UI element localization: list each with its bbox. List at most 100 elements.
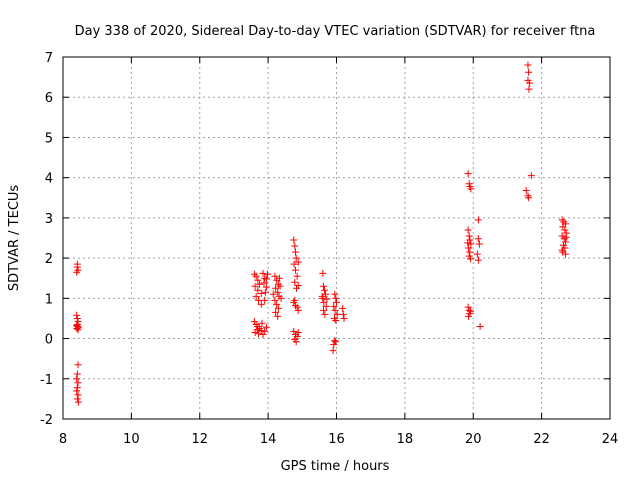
data-point [262,275,270,283]
data-point [527,172,535,180]
x-tick-label: 24 [602,432,619,447]
data-point [262,323,270,331]
y-tick-label: 2 [45,252,53,267]
data-point [291,266,299,274]
data-point [260,279,268,287]
data-point [252,292,260,300]
data-point [319,269,327,277]
data-point [73,311,81,319]
data-point [474,216,482,224]
data-point [465,306,473,314]
y-tick-label: 5 [45,131,53,146]
data-point [259,269,267,277]
data-point [73,375,81,383]
data-point [73,263,81,271]
x-tick-label: 14 [260,432,277,447]
data-point [73,384,81,392]
y-tick-label: 1 [45,292,53,307]
data-point [291,278,299,286]
data-point [524,61,532,69]
data-point [73,268,81,276]
data-point [277,294,285,302]
data-point [255,296,263,304]
data-point [331,290,339,298]
data-point [329,347,337,355]
data-point [257,300,265,308]
data-point [467,240,475,248]
data-point [331,337,339,345]
data-point [467,307,475,315]
data-point [323,295,331,303]
data-point [562,250,570,258]
data-point [271,272,279,280]
data-point [465,232,473,240]
data-point [331,338,339,346]
data-point [292,254,300,262]
y-tick-label: 6 [45,91,53,106]
x-tick-label: 22 [533,432,550,447]
data-point [73,395,81,403]
data-point [251,282,259,290]
data-point [474,235,482,243]
data-point [275,274,283,282]
data-point [321,286,329,294]
data-point [321,310,329,318]
data-point [73,320,81,328]
data-point [320,282,328,290]
data-point [74,398,82,406]
x-tick-label: 12 [191,432,208,447]
x-tick-label: 18 [397,432,414,447]
data-point [473,250,481,258]
data-point [525,85,533,93]
data-point [290,327,298,335]
data-point [330,302,338,310]
y-tick-label: 4 [45,172,53,187]
data-point [274,304,282,312]
data-point [262,283,270,291]
data-point [74,379,82,387]
x-tick-label: 16 [328,432,345,447]
data-point [322,302,330,310]
x-tick-label: 20 [465,432,482,447]
data-point [290,260,298,268]
data-point [294,306,302,314]
data-point [256,280,264,288]
data-point [561,226,569,234]
data-point [272,284,280,292]
data-point [464,226,472,234]
y-axis-label: SDTVAR / TECUs [7,185,22,292]
data-point [333,310,341,318]
data-point [294,258,302,266]
data-point [464,303,472,311]
data-point [293,272,301,280]
data-point [255,330,263,338]
data-point [294,281,302,289]
data-point [464,312,472,320]
data-point [269,290,277,298]
data-point [522,187,530,195]
data-point [464,170,472,178]
data-point [276,282,284,290]
data-point [293,303,301,311]
data-point [339,304,347,312]
data-point [292,338,300,346]
data-point [274,312,282,320]
data-point [259,331,267,339]
data-point [476,322,484,330]
data-point [73,314,81,322]
data-point [261,288,269,296]
data-point [525,194,533,202]
data-point [274,288,282,296]
x-tick-label: 10 [123,432,140,447]
data-point [562,233,570,241]
data-point [320,298,328,306]
data-point [291,248,299,256]
data-point [74,326,82,334]
data-point [73,387,81,395]
data-point [464,239,472,247]
data-point [475,240,483,248]
data-point [74,361,82,369]
data-point [464,244,472,252]
data-point [558,246,566,254]
